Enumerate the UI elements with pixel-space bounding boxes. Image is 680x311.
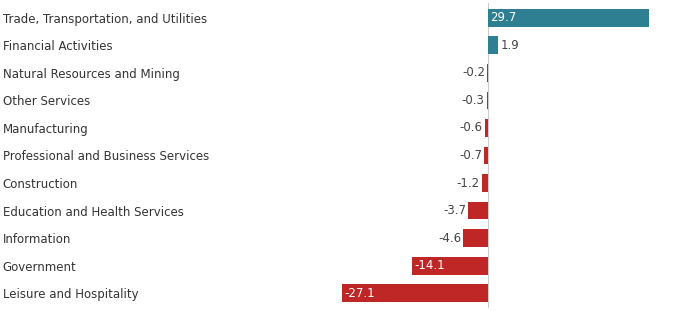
Bar: [481, 174, 488, 192]
Text: -1.2: -1.2: [456, 177, 479, 189]
Text: -27.1: -27.1: [344, 287, 375, 299]
Text: 1.9: 1.9: [500, 39, 520, 52]
Bar: [486, 91, 488, 109]
Bar: [342, 284, 488, 302]
Bar: [468, 202, 488, 220]
Bar: [463, 229, 488, 247]
Text: -3.7: -3.7: [443, 204, 466, 217]
Text: -0.2: -0.2: [462, 67, 485, 79]
Text: -14.1: -14.1: [414, 259, 445, 272]
Bar: [485, 119, 488, 137]
Bar: [484, 146, 488, 165]
Bar: [488, 36, 498, 54]
Bar: [412, 257, 488, 275]
Text: -4.6: -4.6: [438, 232, 461, 244]
Bar: [488, 9, 649, 27]
Text: 29.7: 29.7: [490, 12, 517, 24]
Text: -0.3: -0.3: [462, 94, 484, 107]
Text: -0.6: -0.6: [460, 122, 483, 134]
Text: -0.7: -0.7: [459, 149, 482, 162]
Bar: [487, 64, 488, 82]
